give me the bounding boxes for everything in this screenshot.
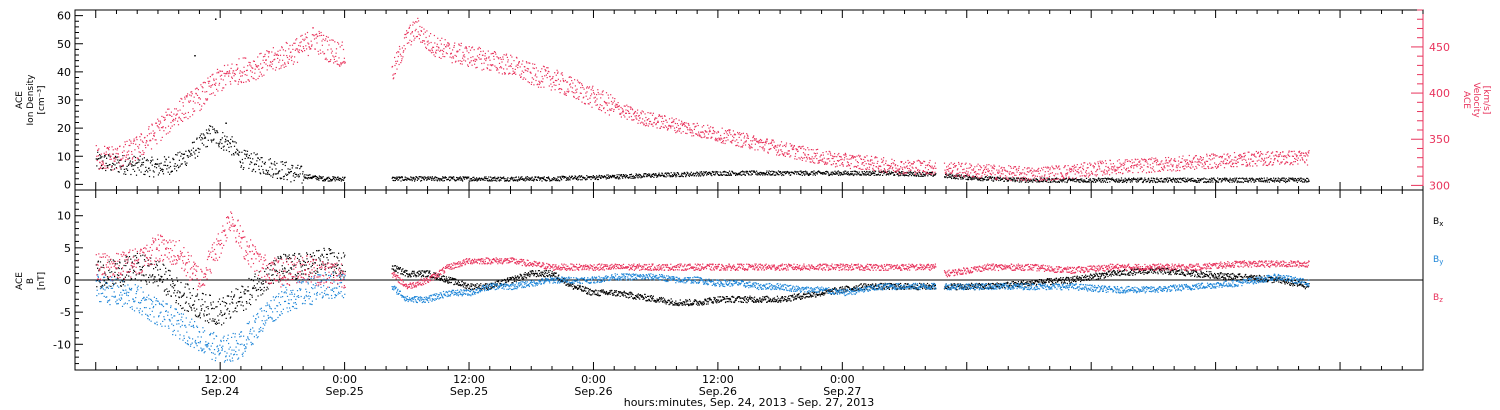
- velocity-axis: 300 350 400 450: [1411, 9, 1450, 192]
- field-tick-label: 5: [64, 242, 71, 255]
- top-panel-series: [95, 17, 1310, 184]
- density-label-line3: [cm⁻³]: [37, 85, 47, 114]
- time-axis: 12:00Sep.240:00Sep.2512:00Sep.250:00Sep.…: [95, 10, 1424, 398]
- density-tick-label: 0: [64, 178, 71, 191]
- legend-bz: Bz: [1433, 293, 1443, 304]
- velocity-tick-label: 450: [1429, 41, 1450, 54]
- field-tick-label: -10: [53, 338, 71, 351]
- time-tick-label: 12:00: [204, 373, 236, 386]
- density-tick-label: 20: [57, 122, 71, 135]
- velocity-tick-label: 350: [1429, 133, 1450, 146]
- velocity-label-line1: ACE: [1461, 91, 1471, 109]
- date-tick-label: Sep.24: [201, 385, 239, 398]
- velocity-tick-label: 300: [1429, 179, 1450, 192]
- density-series-outlier: [194, 55, 196, 57]
- density-series-outlier: [214, 18, 217, 20]
- density-series-outlier: [225, 122, 227, 124]
- time-tick-label: 12:00: [702, 373, 734, 386]
- velocity-series: [95, 17, 1310, 182]
- date-tick-label: Sep.25: [450, 385, 488, 398]
- density-velocity-panel: 0 10 20 30 40 50 60 300 350 400 450 ACE Ion Densi…: [15, 9, 1491, 192]
- velocity-label-line2: Velocity: [1471, 82, 1481, 118]
- bottom-panel-series: [75, 211, 1423, 363]
- field-label-line2: B: [26, 278, 36, 284]
- time-tick-label: 12:00: [453, 373, 485, 386]
- field-tick-label: 0: [64, 274, 71, 287]
- density-axis: 0 10 20 30 40 50 60: [57, 9, 83, 191]
- density-tick-label: 30: [57, 94, 71, 107]
- density-tick-label: 50: [57, 38, 71, 51]
- time-axis-label: hours:minutes, Sep. 24, 2013 - Sep. 27, …: [624, 396, 875, 409]
- legend-bx: Bx: [1433, 217, 1443, 228]
- density-tick-label: 10: [57, 150, 71, 163]
- bz-series: [95, 211, 1310, 291]
- field-tick-label: -5: [60, 306, 71, 319]
- date-tick-label: Sep.27: [823, 385, 861, 398]
- velocity-tick-label: 400: [1429, 87, 1450, 100]
- date-tick-label: Sep.26: [574, 385, 612, 398]
- density-label-line2: Ion Density: [26, 74, 36, 126]
- date-tick-label: Sep.26: [699, 385, 737, 398]
- time-tick-label: 0:00: [332, 373, 357, 386]
- density-series: [95, 18, 1310, 184]
- magnetic-field-panel: -10 -5 0 5 10 ACE B [nT] Bx By Bz: [15, 189, 1443, 371]
- field-label-line3: [nT]: [37, 272, 47, 290]
- legend-by: By: [1433, 255, 1443, 266]
- date-tick-label: Sep.25: [325, 385, 363, 398]
- field-legend: Bx By Bz: [1433, 217, 1443, 304]
- time-tick-label: 0:00: [581, 373, 606, 386]
- time-tick-label: 0:00: [830, 373, 855, 386]
- field-tick-label: 10: [57, 210, 71, 223]
- field-label-line1: ACE: [15, 272, 25, 290]
- density-label-line1: ACE: [15, 91, 25, 109]
- density-tick-label: 60: [57, 10, 71, 23]
- velocity-label-line3: [km/s]: [1481, 86, 1491, 115]
- density-tick-label: 40: [57, 66, 71, 79]
- by-series: [95, 272, 1310, 363]
- field-axis: -10 -5 0 5 10: [53, 195, 83, 365]
